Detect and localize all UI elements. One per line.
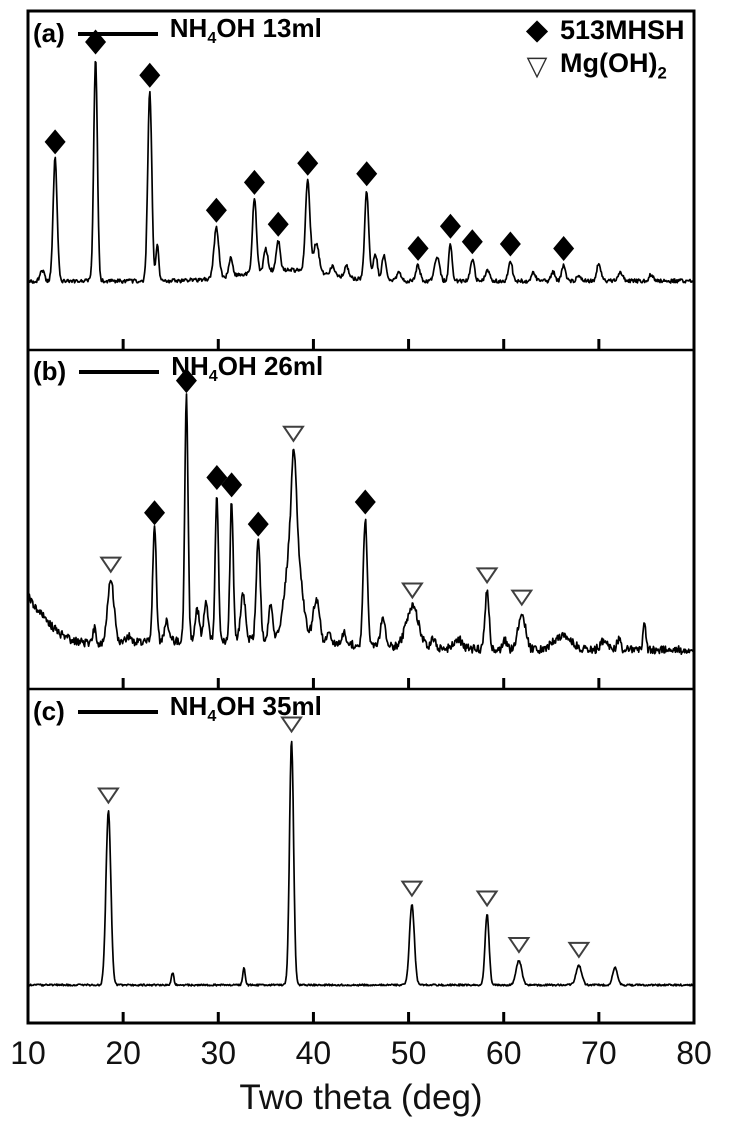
panel-c-series-pre: NH [169, 691, 208, 721]
diamond-marker [553, 235, 575, 261]
triangle-marker [475, 567, 499, 585]
triangle-marker [567, 941, 591, 959]
triangle-down-open-icon: ▽ [526, 50, 548, 81]
diamond-marker [297, 150, 319, 176]
legend-item-513mhsh: ◆ 513MHSH [521, 12, 685, 48]
x-tick-label-40: 40 [295, 1035, 332, 1071]
triangle-marker [400, 582, 424, 600]
legend-label-mgoh2-sub: 2 [657, 63, 667, 83]
panel-b-header: (b) NH4OH 26ml [33, 351, 323, 391]
diamond-marker [354, 489, 376, 515]
panel-c-series-sub: 4 [207, 707, 217, 726]
panel-b-series-label: NH4OH 26ml [171, 351, 323, 391]
panel-a-series-sub: 4 [207, 29, 217, 48]
triangle-marker [282, 425, 305, 443]
diamond-marker [44, 129, 66, 155]
triangle-marker [280, 716, 303, 734]
panel-a-header: (a) NH4OH 13ml [33, 13, 322, 53]
x-tick-label-10: 10 [10, 1035, 46, 1071]
panel-c-series-post: OH 35ml [216, 691, 322, 721]
x-tick-label-60: 60 [485, 1035, 522, 1071]
triangle-marker [99, 556, 123, 574]
diamond-marker [267, 211, 289, 237]
triangle-marker [475, 890, 499, 908]
x-tick-label-80: 80 [676, 1035, 712, 1071]
diamond-marker [221, 472, 243, 498]
diamond-marker [439, 213, 461, 239]
diamond-marker [144, 500, 166, 526]
xrd-trace-c [27, 740, 695, 987]
panel-b-series-sub: 4 [208, 367, 218, 386]
diamond-marker [461, 229, 483, 255]
diamond-marker [175, 368, 197, 394]
xrd-trace-a [27, 60, 695, 284]
panel-a-series-pre: NH [169, 13, 208, 43]
panel-b-series-pre: NH [171, 351, 209, 381]
plot-border [26, 9, 696, 1025]
panel-a-series-post: OH 13ml [216, 13, 322, 43]
diamond-marker [356, 161, 378, 187]
x-axis-title: Two theta (deg) [239, 1078, 483, 1117]
panel-a-tag: (a) [33, 18, 65, 49]
triangle-marker [97, 787, 120, 805]
panel-a-series-label: NH4OH 13ml [170, 13, 322, 53]
diamond-marker [85, 29, 107, 55]
panel-c-series-label: NH4OH 35ml [170, 691, 322, 731]
legend-item-mgoh2: ▽ Mg(OH)2 [521, 48, 685, 84]
panel-c-tag: (c) [33, 696, 65, 727]
x-tick-label-30: 30 [200, 1035, 237, 1071]
panel-b-legend-line [79, 370, 160, 375]
xrd-trace-b [27, 393, 695, 656]
legend-label-mgoh2: Mg(OH)2 [560, 48, 667, 83]
x-tick-label-50: 50 [390, 1035, 427, 1071]
diamond-marker [247, 511, 269, 537]
triangle-marker [507, 937, 531, 954]
triangle-marker [400, 880, 424, 898]
diamond-marker [499, 231, 521, 257]
x-tick-label-70: 70 [581, 1035, 617, 1071]
x-tick-label-20: 20 [105, 1035, 141, 1071]
panel-b-tag: (b) [33, 356, 67, 387]
diamond-filled-icon: ◆ [525, 13, 549, 46]
diamond-marker [407, 235, 429, 261]
diamond-marker [139, 62, 161, 88]
panel-c-header: (c) NH4OH 35ml [33, 691, 322, 731]
panel-a-legend-line [77, 32, 158, 37]
legend-label-mgoh2-main: Mg(OH) [560, 48, 658, 79]
panel-c-legend-line [77, 710, 158, 715]
legend: ◆ 513MHSH ▽ Mg(OH)2 [521, 12, 685, 84]
triangle-marker [510, 589, 534, 607]
diamond-marker [205, 197, 227, 223]
legend-label-513mhsh: 513MHSH [560, 14, 685, 45]
diamond-marker [243, 169, 265, 195]
panel-b-series-post: OH 26ml [217, 351, 324, 381]
